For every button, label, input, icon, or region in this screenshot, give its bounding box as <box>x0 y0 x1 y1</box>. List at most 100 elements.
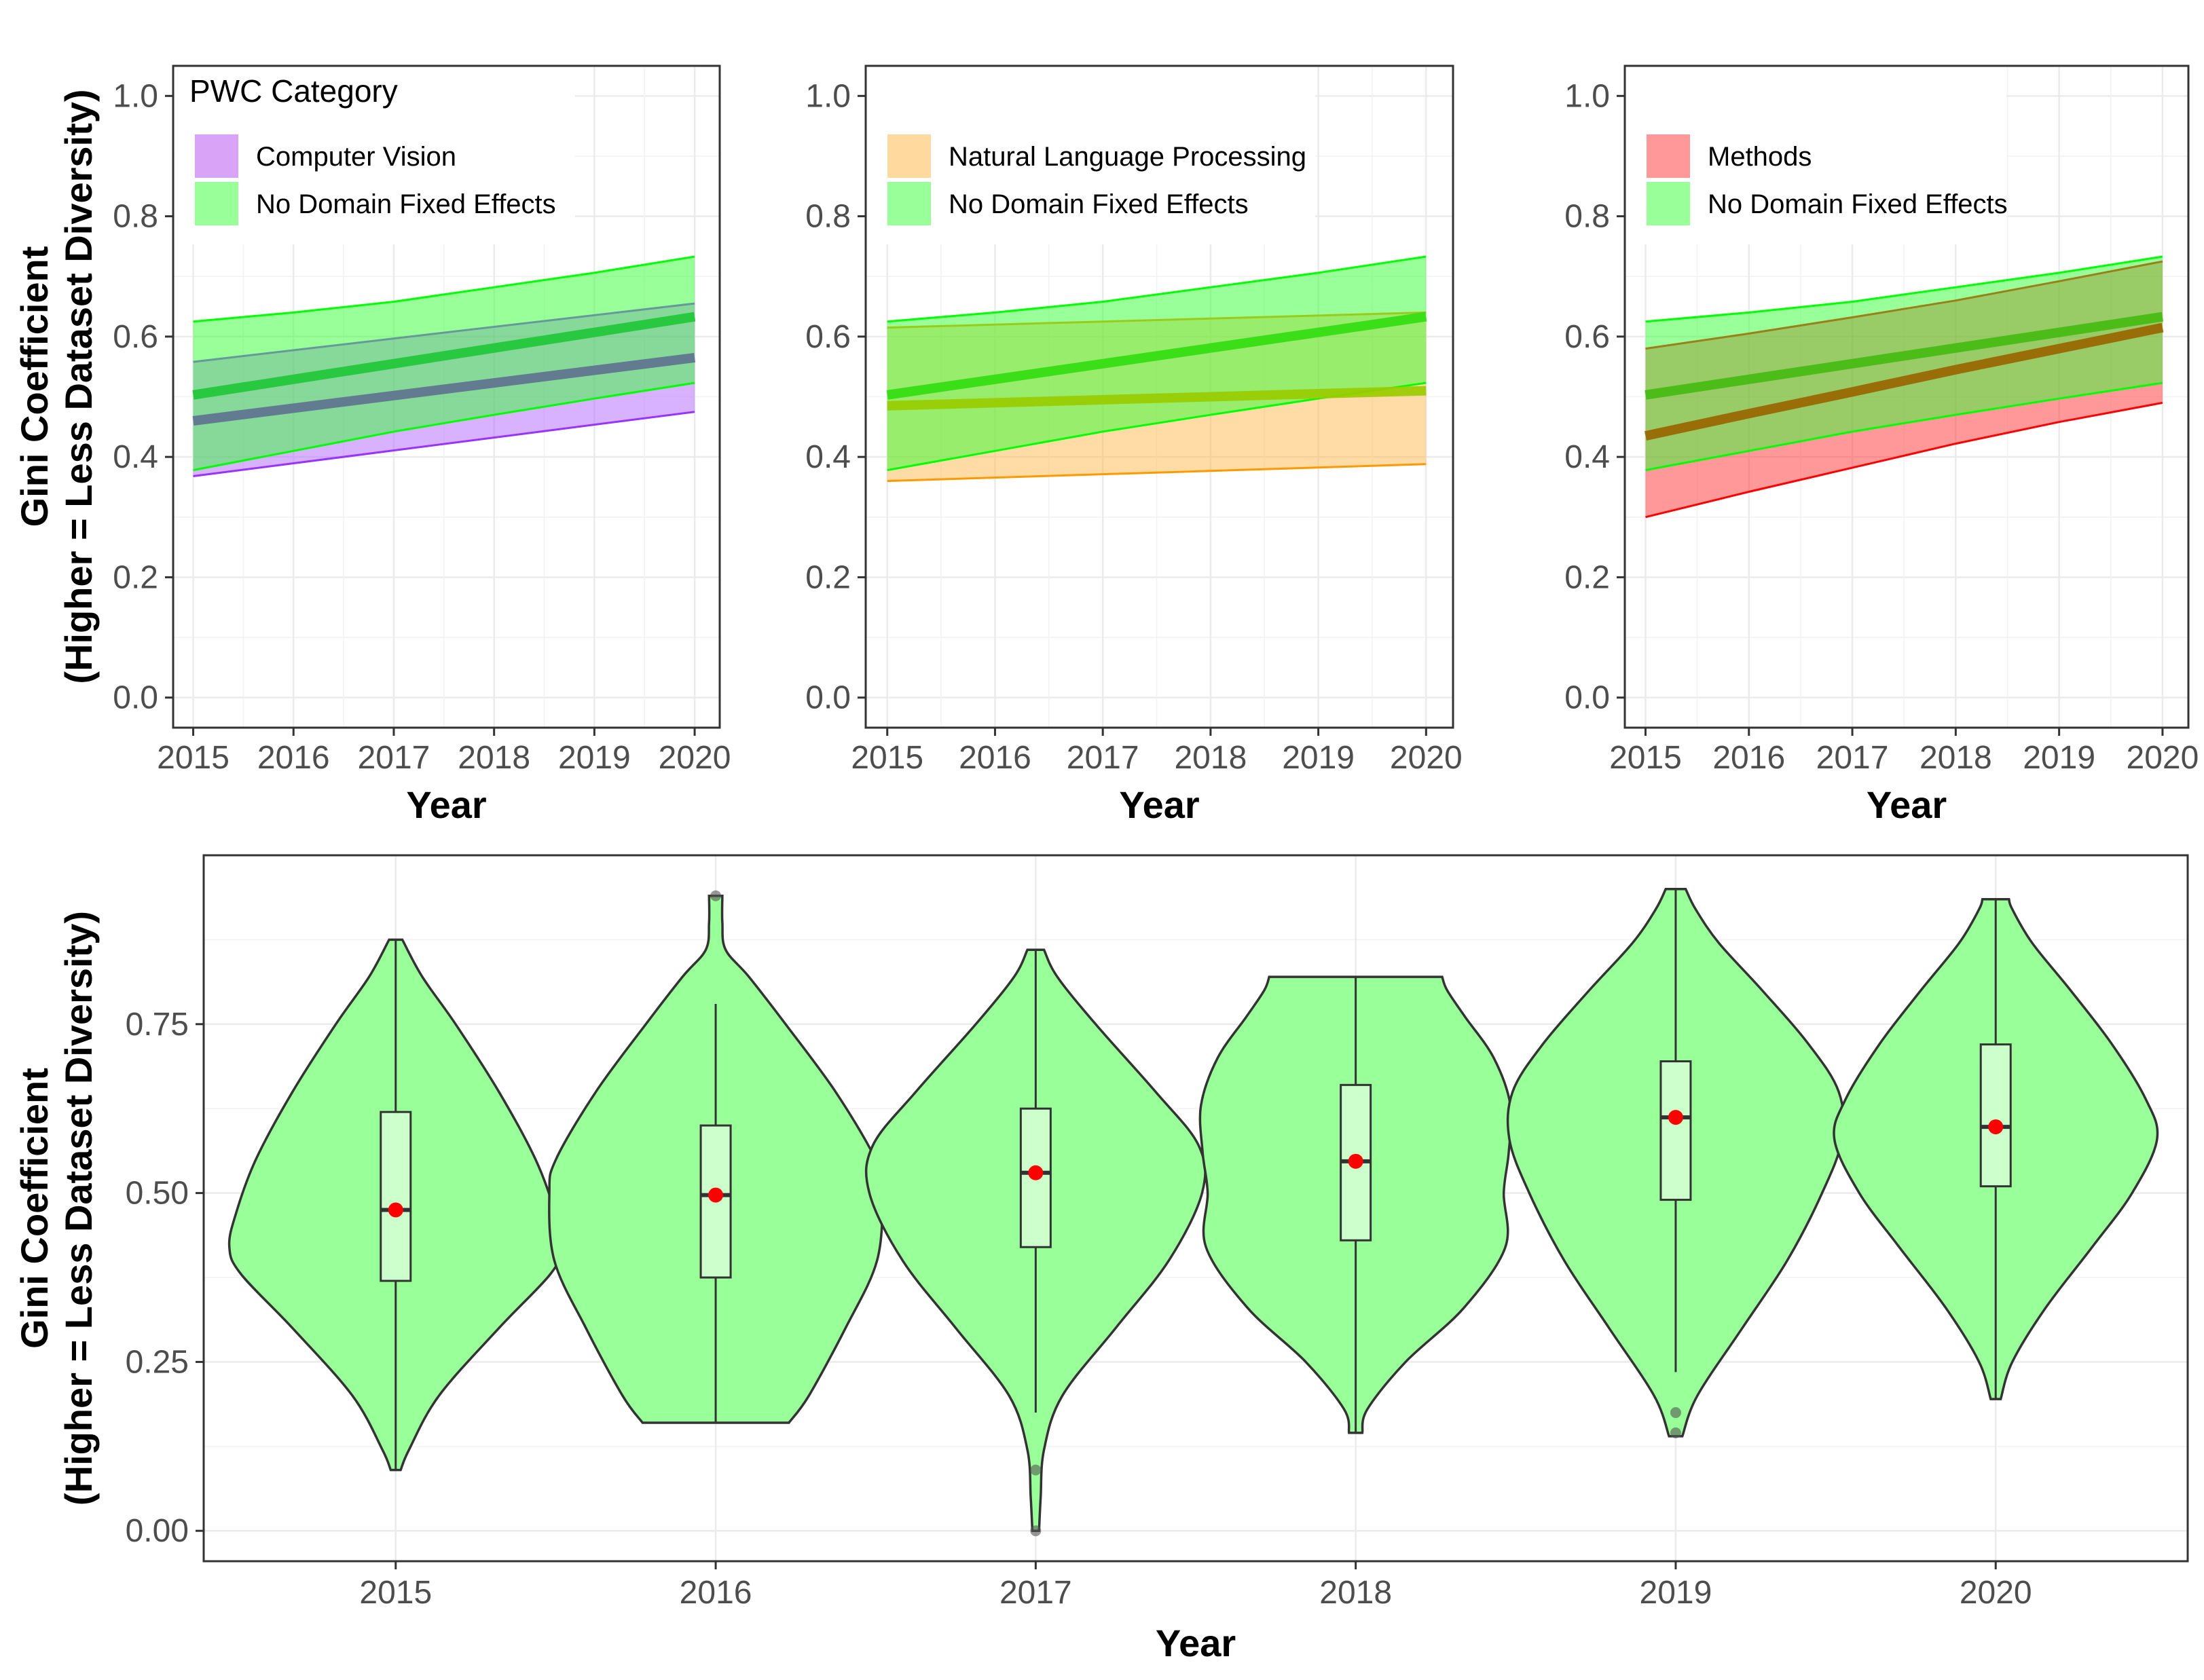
x-tick-label: 2017 <box>999 1575 1072 1611</box>
violin-2018 <box>1198 975 1513 1434</box>
mean-line-natural-language-processing <box>887 386 1427 411</box>
mean-line-no-domain-fixed-effects <box>1645 312 2163 400</box>
y-axis-title-line-1: Gini Coefficient <box>13 1068 56 1349</box>
violin-2019 <box>1506 888 1845 1438</box>
mean-point <box>1348 1153 1363 1169</box>
legend: Natural Language Processing No Domain Fix… <box>865 41 1315 244</box>
band-upper-edge <box>887 255 1427 323</box>
panel-border <box>172 64 721 729</box>
x-tick-label: 2019 <box>1282 740 1355 776</box>
panel-border <box>864 64 1454 729</box>
legend: PWC Category Computer Vision No Domain Fix… <box>172 41 575 244</box>
mean-point <box>1028 1165 1044 1180</box>
legend-background <box>867 41 1315 244</box>
y-tick-label: 0.2 <box>805 559 851 595</box>
legend-key-no-domain-fixed-effects <box>887 182 931 225</box>
box <box>380 1110 412 1282</box>
series-no-domain-fixed-effects <box>193 255 695 472</box>
x-tick-label: 2020 <box>1390 740 1463 776</box>
y-tick-label: 0.4 <box>805 439 851 475</box>
mean-point <box>708 1187 724 1203</box>
violin-2017 <box>864 948 1207 1537</box>
x-tick-label: 2020 <box>1960 1575 2032 1611</box>
y-tick-label: 0.8 <box>113 199 158 235</box>
x-tick-label: 2017 <box>358 740 430 776</box>
legend-title: PWC Category <box>189 73 398 109</box>
y-tick-label: 0.25 <box>126 1344 189 1380</box>
mean-point <box>1988 1119 2004 1135</box>
legend-key-no-domain-fixed-effects <box>1647 182 1690 225</box>
legend-label-no-domain-fixed-effects: No Domain Fixed Effects <box>256 189 556 219</box>
x-axis-title: Year <box>1156 1622 1236 1664</box>
x-tick-label: 2018 <box>1920 740 1992 776</box>
legend-frame <box>172 41 573 244</box>
x-tick-label: 2016 <box>959 740 1031 776</box>
x-tick-label: 2016 <box>257 740 330 776</box>
band-lower-edge <box>1645 401 2163 519</box>
band-lower-edge <box>193 411 695 477</box>
legend-background <box>175 41 575 244</box>
x-axis-title: Year <box>1119 783 1199 826</box>
x-tick-label: 2015 <box>1609 740 1682 776</box>
y-tick-label: 0.0 <box>113 680 158 716</box>
x-tick-label: 2019 <box>2023 740 2095 776</box>
x-tick-label: 2018 <box>1319 1575 1392 1611</box>
band-upper-edge <box>1645 255 2163 323</box>
box <box>1979 1043 2012 1188</box>
mean-point <box>1668 1110 1683 1125</box>
y-tick-label: 0.6 <box>805 319 851 355</box>
x-tick-label: 2015 <box>359 1575 432 1611</box>
x-tick-label: 2017 <box>1067 740 1139 776</box>
y-tick-label: 0.8 <box>1564 199 1610 235</box>
x-tick-label: 2020 <box>659 740 731 776</box>
legend-label-no-domain-fixed-effects: No Domain Fixed Effects <box>1708 189 2008 219</box>
outlier-point <box>1670 1407 1681 1419</box>
panel-border <box>1623 64 2190 729</box>
legend: Methods No Domain Fixed Effects <box>1624 41 2008 244</box>
x-tick-label: 2015 <box>157 740 229 776</box>
y-tick-label: 0.50 <box>126 1176 189 1212</box>
series-no-domain-fixed-effects <box>1645 255 2163 472</box>
legend-key-no-domain-fixed-effects <box>195 182 238 225</box>
violin-2020 <box>1833 897 2159 1400</box>
panel-methods: Methods No Domain Fixed Effects 0.0 0.2 0.4 0… <box>1564 41 2199 826</box>
panel-computer-vision: PWC Category Computer Vision No Domain Fix… <box>13 41 731 826</box>
y-tick-label: 0.2 <box>113 559 158 595</box>
x-tick-label: 2017 <box>1816 740 1889 776</box>
legend-label-natural-language-processing: Natural Language Processing <box>949 142 1306 172</box>
box <box>699 1124 732 1279</box>
y-tick-label: 0.0 <box>805 680 851 716</box>
legend-key-computer-vision <box>195 134 238 178</box>
mean-line-no-domain-fixed-effects <box>886 312 1427 400</box>
y-tick-label: 1.0 <box>113 78 158 114</box>
x-tick-label: 2016 <box>1712 740 1785 776</box>
x-tick-label: 2020 <box>2127 740 2199 776</box>
mean-line-no-domain-fixed-effects <box>192 312 696 400</box>
mean-line-computer-vision <box>192 352 695 426</box>
legend-frame <box>865 41 1313 244</box>
panel-natural-language-processing: Natural Language Processing No Domain Fix… <box>805 41 1463 826</box>
band-lower-edge <box>887 463 1427 483</box>
x-tick-label: 2018 <box>1174 740 1247 776</box>
y-tick-label: 1.0 <box>805 78 851 114</box>
y-tick-label: 1.0 <box>1564 78 1610 114</box>
x-axis-title: Year <box>1867 783 1947 826</box>
legend-label-computer-vision: Computer Vision <box>256 142 456 172</box>
y-tick-label: 0.6 <box>113 319 158 355</box>
violin-2015 <box>227 938 564 1472</box>
legend-frame <box>1624 41 2004 244</box>
y-tick-label: 0.8 <box>805 199 851 235</box>
x-tick-label: 2015 <box>851 740 923 776</box>
y-axis-title-line-1: Gini Coefficient <box>13 246 56 527</box>
band-upper-edge <box>193 255 695 323</box>
band-lower-edge <box>1645 381 2163 472</box>
x-tick-label: 2016 <box>680 1575 752 1611</box>
legend-key-natural-language-processing <box>887 134 931 178</box>
y-tick-label: 0.4 <box>1564 439 1610 475</box>
y-tick-label: 0.00 <box>126 1513 189 1549</box>
panel-violin-by-year: 0.00 0.25 0.50 0.75 2015 2016 2017 2018 2019 2020… <box>13 854 2189 1664</box>
x-tick-label: 2019 <box>1640 1575 1712 1611</box>
y-tick-label: 0.0 <box>1564 680 1610 716</box>
x-axis-title: Year <box>406 783 486 826</box>
legend-key-methods <box>1647 134 1690 178</box>
